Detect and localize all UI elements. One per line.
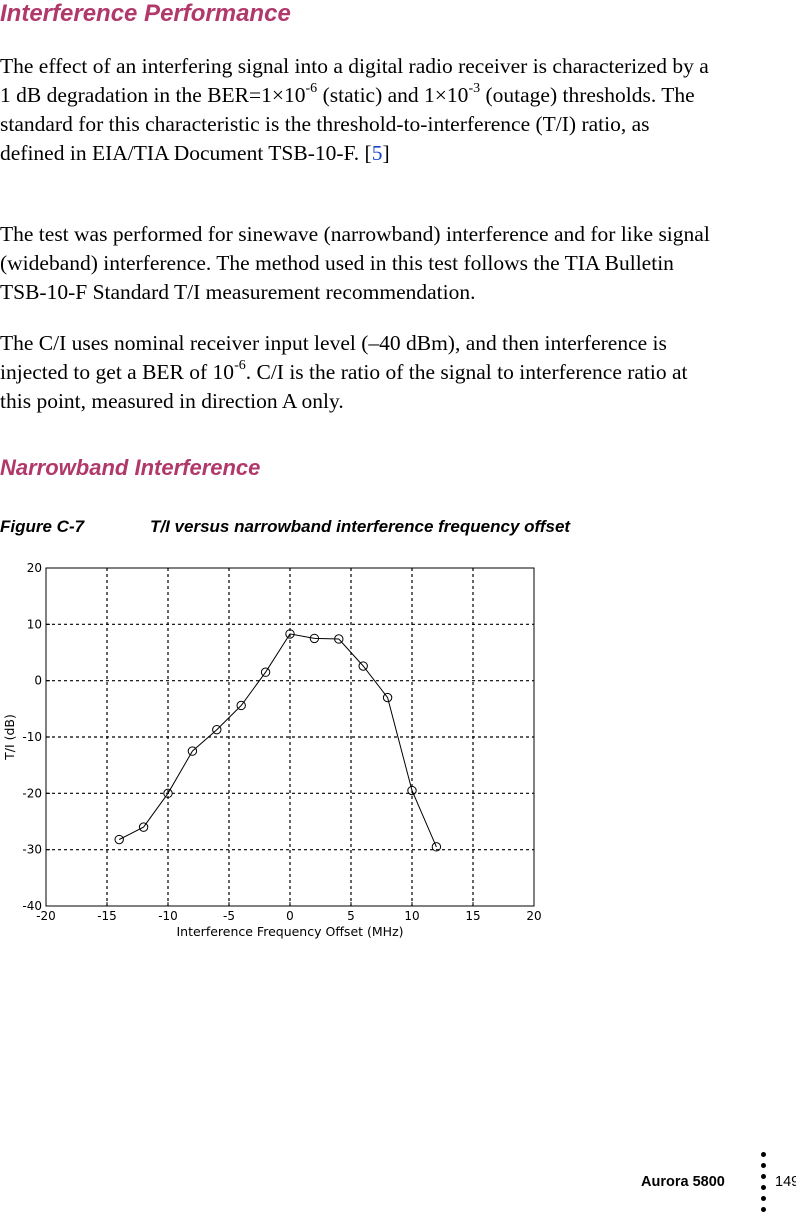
y-tick-label: 0 — [34, 674, 42, 688]
data-points — [114, 629, 442, 852]
data-point — [260, 667, 271, 677]
data-point — [334, 634, 344, 644]
x-axis-label: Interference Frequency Offset (MHz) — [176, 924, 403, 939]
y-tick-label: -20 — [22, 786, 42, 800]
x-tick-label: 15 — [465, 909, 480, 923]
data-point — [138, 822, 149, 832]
page-number: 149 — [775, 1174, 796, 1190]
x-tick-label: 20 — [526, 909, 541, 923]
footer-title: Aurora 5800 — [641, 1174, 725, 1190]
figure-caption: Figure C-7 T/I versus narrowband interfer… — [0, 517, 570, 537]
reference-link[interactable]: 5 — [371, 141, 383, 165]
x-tick-label: -20 — [36, 909, 56, 923]
data-point — [236, 700, 246, 711]
x-tick-label: -15 — [97, 909, 117, 923]
y-tick-label: -10 — [22, 730, 42, 744]
data-point — [358, 661, 368, 671]
x-tick-label: 10 — [404, 909, 419, 923]
data-point — [212, 724, 222, 735]
data-point — [285, 629, 295, 639]
paragraph-test-method: The test was performed for sinewave (nar… — [0, 222, 710, 304]
paragraph-ci-definition: The C/I uses nominal receiver input leve… — [0, 331, 688, 413]
data-point — [431, 842, 442, 852]
x-tick-label: -5 — [223, 909, 235, 923]
x-axis-ticks: -20 -15 -10 -5 0 5 10 15 20 — [36, 902, 542, 923]
data-point — [407, 785, 417, 796]
section-heading: Interference Performance — [0, 0, 291, 27]
chart-grid — [46, 568, 534, 906]
y-axis-label: T/I (dB) — [2, 714, 17, 761]
data-point — [163, 788, 173, 799]
x-tick-label: -10 — [158, 909, 178, 923]
y-axis-ticks: 20 10 0 -10 -20 -30 -40 — [22, 561, 50, 913]
y-tick-label: -40 — [22, 899, 42, 913]
y-tick-label: -30 — [22, 843, 42, 857]
figure-title: T/I versus narrowband interference frequ… — [150, 517, 571, 536]
figure-number: Figure C-7 — [0, 517, 85, 536]
y-tick-label: 10 — [27, 617, 42, 631]
paragraph-ber-threshold: The effect of an interfering signal into… — [0, 54, 709, 165]
data-point — [309, 633, 320, 644]
data-point — [187, 746, 198, 756]
series-line — [118, 633, 437, 848]
data-point — [382, 692, 393, 703]
x-tick-label: 5 — [347, 909, 355, 923]
subsection-heading: Narrowband Interference — [0, 455, 261, 480]
footer-dots — [761, 1152, 767, 1218]
ti-chart: -20 -15 -10 -5 0 5 10 15 20 20 10 0 -10 -20 -30 -40 In… — [2, 561, 542, 939]
data-point — [114, 834, 124, 845]
x-tick-label: 0 — [286, 909, 294, 923]
y-tick-label: 20 — [27, 561, 42, 575]
